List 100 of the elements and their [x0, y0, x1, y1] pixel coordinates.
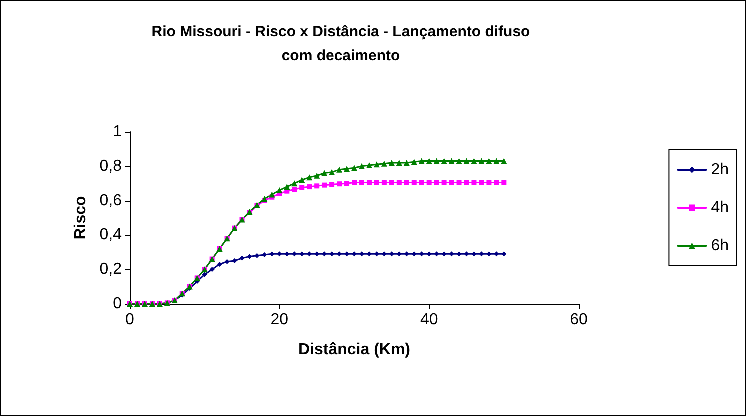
point — [210, 267, 215, 272]
point — [464, 158, 470, 164]
point — [471, 158, 478, 164]
point — [418, 158, 425, 164]
point — [434, 252, 440, 257]
point — [389, 252, 394, 257]
point — [396, 160, 402, 166]
point — [202, 272, 208, 278]
point — [254, 253, 260, 258]
y-axis-title: Risco — [72, 196, 90, 240]
point — [486, 158, 492, 164]
x-tick-label: 20 — [270, 312, 289, 328]
point — [314, 252, 320, 257]
point — [478, 158, 485, 164]
point — [442, 252, 447, 257]
point — [494, 180, 500, 186]
x-tick-label: 0 — [126, 312, 135, 328]
point — [502, 252, 507, 257]
point — [448, 158, 455, 164]
point — [322, 170, 328, 176]
point — [479, 180, 484, 186]
point — [472, 180, 477, 186]
point — [442, 180, 447, 186]
point — [344, 181, 350, 186]
point — [217, 262, 222, 267]
point — [464, 180, 470, 186]
legend-label: 2h — [711, 162, 729, 178]
point — [419, 252, 424, 257]
point — [314, 172, 320, 179]
point — [358, 163, 365, 170]
point — [352, 165, 358, 172]
point — [366, 180, 372, 186]
point — [404, 160, 410, 166]
point — [306, 174, 313, 181]
point — [232, 258, 238, 264]
point — [330, 182, 335, 188]
y-tick-label: 0,6 — [100, 192, 122, 210]
point — [456, 252, 462, 257]
x-tick-label: 60 — [570, 312, 588, 328]
point — [472, 252, 477, 257]
point — [247, 254, 252, 260]
point — [314, 184, 320, 189]
point — [276, 187, 283, 194]
point — [322, 182, 328, 188]
y-tick-label: 0,8 — [100, 158, 122, 175]
point — [269, 192, 276, 198]
point — [374, 162, 380, 168]
point — [456, 158, 462, 164]
point — [396, 180, 402, 186]
point — [411, 159, 418, 166]
point — [366, 162, 372, 169]
point — [270, 252, 275, 257]
point — [479, 252, 484, 257]
point — [426, 252, 432, 257]
point — [434, 180, 440, 186]
point — [404, 180, 410, 186]
x-axis-title: Distância (Km) — [298, 342, 411, 358]
point — [307, 252, 312, 257]
point — [494, 158, 500, 164]
point — [352, 252, 357, 257]
point — [388, 160, 395, 166]
point — [456, 180, 462, 186]
x-tick-label: 40 — [420, 312, 438, 328]
point — [501, 158, 508, 164]
point — [486, 180, 492, 186]
point — [441, 158, 448, 164]
point — [412, 252, 417, 257]
point — [426, 180, 432, 186]
point — [449, 180, 454, 186]
point — [292, 180, 298, 187]
point — [224, 259, 230, 264]
point — [284, 184, 290, 190]
point — [486, 252, 492, 257]
y-tick-label: 0,2 — [100, 261, 122, 278]
point — [352, 180, 357, 186]
point — [300, 252, 305, 257]
point — [336, 166, 343, 173]
point — [449, 252, 454, 257]
point — [359, 180, 364, 186]
point — [307, 184, 312, 190]
point — [240, 256, 245, 261]
legend-label: 4h — [711, 200, 729, 216]
point — [300, 185, 305, 190]
point — [381, 160, 388, 167]
point — [404, 252, 410, 257]
legend-label: 6h — [711, 238, 729, 254]
point — [344, 166, 350, 172]
point — [262, 252, 268, 258]
point — [382, 180, 387, 186]
point — [329, 169, 336, 176]
point — [494, 252, 500, 257]
point — [434, 158, 440, 164]
point — [284, 252, 290, 257]
chart-title: Rio Missouri - Risco x Distância - Lançamento difuso com decaimento — [152, 24, 530, 64]
point — [292, 252, 298, 257]
point — [412, 180, 417, 186]
point — [426, 158, 432, 164]
y-tick-label: 0,4 — [100, 226, 122, 244]
point — [389, 180, 394, 186]
point — [299, 177, 306, 184]
